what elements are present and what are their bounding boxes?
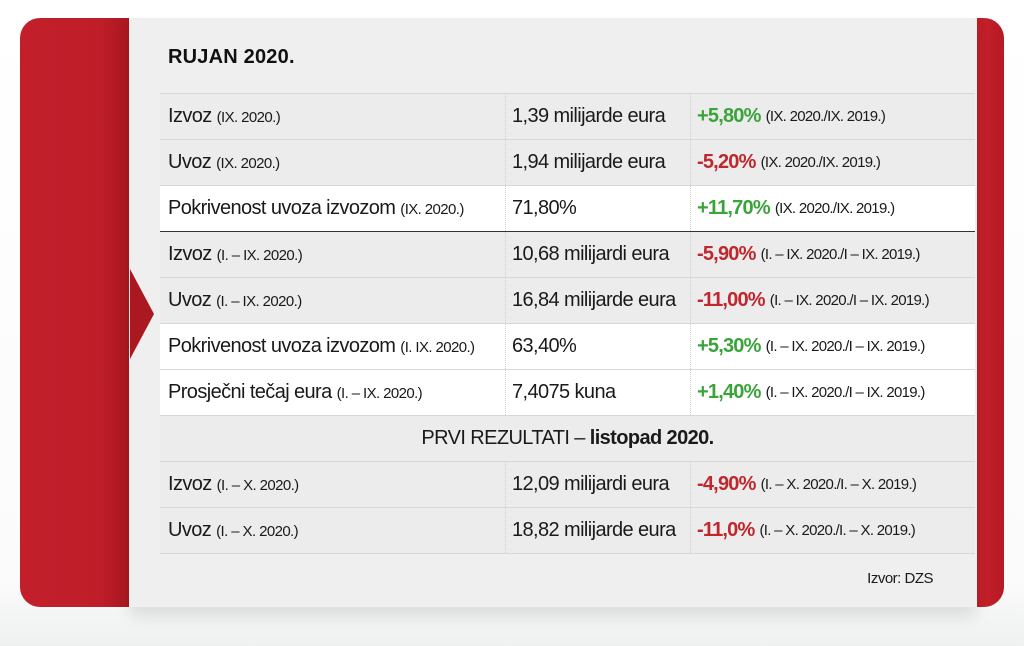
row-label-period: (I. – X. 2020.) (216, 523, 299, 540)
row-change-period: (I. – IX. 2020./I – IX. 2019.) (765, 384, 926, 401)
table-row: Uvoz (I. – IX. 2020.) 16,84 milijarde eu… (160, 278, 975, 324)
row-label: Prosječni tečaj eura (168, 381, 332, 403)
table-row: Izvoz (I. – IX. 2020.) 10,68 milijardi e… (160, 232, 975, 278)
row-label-period: (IX. 2020.) (216, 109, 281, 126)
row-value: 10,68 milijardi eura (505, 232, 690, 277)
row-label-period: (I. – X. 2020.) (216, 477, 299, 494)
row-change: +5,80% (697, 105, 761, 127)
row-change: -4,90% (697, 473, 756, 495)
row-value: 71,80% (505, 186, 690, 231)
row-change-period: (IX. 2020./IX. 2019.) (765, 108, 886, 125)
row-label: Izvoz (168, 473, 212, 495)
stats-card: RUJAN 2020. Izvoz (IX. 2020.) 1,39 milij… (129, 18, 977, 607)
row-change-period: (I. – IX. 2020./I – IX. 2019.) (769, 292, 930, 309)
row-label-period: (I. – IX. 2020.) (216, 247, 303, 264)
red-frame-left (20, 18, 132, 607)
table-row: Uvoz (IX. 2020.) 1,94 milijarde eura -5,… (160, 140, 975, 186)
row-change-period: (I. – X. 2020./I. – X. 2019.) (760, 476, 917, 493)
row-change: +5,30% (697, 335, 761, 357)
row-label-period: (I. IX. 2020.) (400, 339, 475, 356)
table-row: Izvoz (IX. 2020.) 1,39 milijarde eura +5… (160, 94, 975, 140)
row-change-period: (I. – IX. 2020./I – IX. 2019.) (765, 338, 926, 355)
row-label: Pokrivenost uvoza izvozom (168, 197, 396, 219)
row-label: Uvoz (168, 151, 212, 173)
table-row: Izvoz (I. – X. 2020.) 12,09 milijardi eu… (160, 462, 975, 508)
section-prefix: PRVI REZULTATI – (421, 427, 590, 449)
row-change: -11,0% (697, 519, 755, 541)
row-value: 1,39 milijarde eura (505, 94, 690, 139)
row-label: Pokrivenost uvoza izvozom (168, 335, 396, 357)
row-change: +11,70% (697, 197, 771, 219)
row-value: 7,4075 kuna (505, 370, 690, 415)
stats-table: Izvoz (IX. 2020.) 1,39 milijarde eura +5… (160, 93, 975, 554)
row-change: -5,20% (697, 151, 756, 173)
row-value: 16,84 milijarde eura (505, 278, 690, 323)
row-value: 18,82 milijarde eura (505, 508, 690, 553)
row-value: 12,09 milijardi eura (505, 462, 690, 507)
source-note: Izvor: DZS (867, 570, 933, 587)
section-header: PRVI REZULTATI – listopad 2020. (160, 416, 975, 462)
table-row: Pokrivenost uvoza izvozom (IX. 2020.) 71… (160, 186, 975, 232)
row-change: -5,90% (697, 243, 756, 265)
row-label-period: (IX. 2020.) (400, 201, 464, 218)
table-row: Pokrivenost uvoza izvozom (I. IX. 2020.)… (160, 324, 975, 370)
row-change-period: (IX. 2020./IX. 2019.) (774, 200, 895, 217)
row-label: Izvoz (168, 243, 212, 265)
arrow-pointer-icon (130, 269, 154, 359)
section-month: listopad 2020. (589, 427, 714, 449)
row-change-period: (IX. 2020./IX. 2019.) (760, 154, 881, 171)
row-label-period: (I. – IX. 2020.) (336, 385, 423, 402)
row-label-period: (I. – IX. 2020.) (216, 293, 302, 310)
row-value: 63,40% (505, 324, 690, 369)
row-change: +1,40% (697, 381, 761, 403)
row-label: Uvoz (168, 519, 212, 541)
row-change-period: (I. – IX. 2020./I – IX. 2019.) (760, 246, 921, 263)
row-label-period: (IX. 2020.) (216, 155, 280, 172)
row-value: 1,94 milijarde eura (505, 140, 690, 185)
table-row: Uvoz (I. – X. 2020.) 18,82 milijarde eur… (160, 508, 975, 554)
row-change: -11,00% (697, 289, 766, 311)
card-title: RUJAN 2020. (168, 46, 295, 68)
row-label: Izvoz (168, 105, 212, 127)
row-label: Uvoz (168, 289, 212, 311)
table-row: Prosječni tečaj eura (I. – IX. 2020.) 7,… (160, 370, 975, 416)
row-change-period: (I. – X. 2020./I. – X. 2019.) (759, 522, 916, 539)
